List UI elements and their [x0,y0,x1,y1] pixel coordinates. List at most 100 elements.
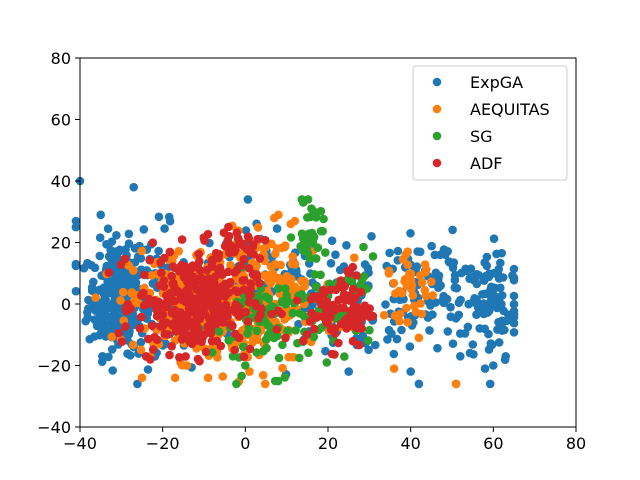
data-point [470,294,479,303]
data-point [282,275,292,284]
data-point [102,261,112,271]
y-tick-label: −20 [37,357,71,376]
data-point [181,352,190,361]
data-point [209,315,218,324]
data-point [350,253,359,262]
data-point [165,216,175,226]
data-point [443,327,453,336]
data-point [238,342,248,352]
data-point [261,271,270,280]
data-point [317,300,326,309]
data-point [71,216,81,226]
data-point [130,244,140,253]
data-point [335,303,345,313]
data-point [102,240,111,249]
data-point [177,235,187,244]
data-point [103,224,113,233]
data-point [100,319,109,329]
data-point [90,332,99,341]
data-point [480,289,490,299]
y-tick-label: 20 [51,234,71,253]
legend-marker-adf [432,158,442,168]
data-point [108,366,117,375]
data-point [321,346,330,356]
data-point [195,356,204,366]
x-tick-label: 80 [566,434,586,453]
legend-box [412,65,568,181]
data-point [235,239,244,248]
data-point [253,234,262,244]
data-point [289,286,298,295]
legend-label-sg: SG [470,127,493,146]
data-point [499,306,508,316]
data-point [454,310,464,320]
data-point [273,376,283,386]
data-point [274,274,284,283]
data-point [160,300,169,310]
data-point [232,379,241,389]
data-point [239,285,249,294]
legend: ExpGA AEQUITAS SG ADF [412,65,568,181]
data-point [439,298,449,308]
data-point [463,322,473,332]
data-point [173,319,182,329]
data-point [91,293,100,302]
data-point [497,299,506,309]
data-point [479,305,489,315]
data-point [281,284,290,293]
data-point [137,246,147,256]
data-point [224,336,233,345]
data-point [195,314,204,324]
data-point [110,251,119,260]
legend-label-adf: ADF [470,154,502,173]
data-point [509,275,519,285]
data-point [363,336,373,345]
data-point [322,358,332,367]
data-point [403,247,413,256]
data-point [276,260,286,270]
x-tick-label: 40 [400,434,420,453]
data-point [244,298,254,307]
data-point [145,255,154,265]
data-point [497,291,507,300]
data-point [389,278,399,288]
data-point [133,379,142,389]
data-point [243,317,253,326]
data-point [187,339,197,349]
data-point [121,245,130,254]
data-point [319,214,328,224]
data-point [104,268,113,277]
data-point [428,310,437,319]
data-point [220,292,230,301]
data-point [306,295,316,304]
data-point [489,361,498,370]
data-point [251,301,261,311]
data-point [307,204,316,213]
data-point [383,335,392,344]
data-point [136,338,146,347]
data-point [346,306,355,316]
data-point [232,266,242,275]
data-point [187,322,197,332]
data-point [233,287,242,297]
data-point [327,349,337,359]
data-point [95,251,105,261]
data-point [243,195,253,204]
data-point [246,285,255,294]
data-point [426,301,435,310]
data-point [234,333,244,343]
data-point [224,222,233,232]
data-point [150,332,159,342]
data-point [110,287,119,297]
data-point [79,263,89,273]
data-point [280,241,290,250]
data-point [100,293,110,302]
data-point [354,340,364,350]
data-point [121,304,131,313]
data-point [206,291,215,300]
data-point [496,258,505,268]
data-point [311,254,321,263]
data-point [157,268,166,278]
data-point [158,321,168,331]
